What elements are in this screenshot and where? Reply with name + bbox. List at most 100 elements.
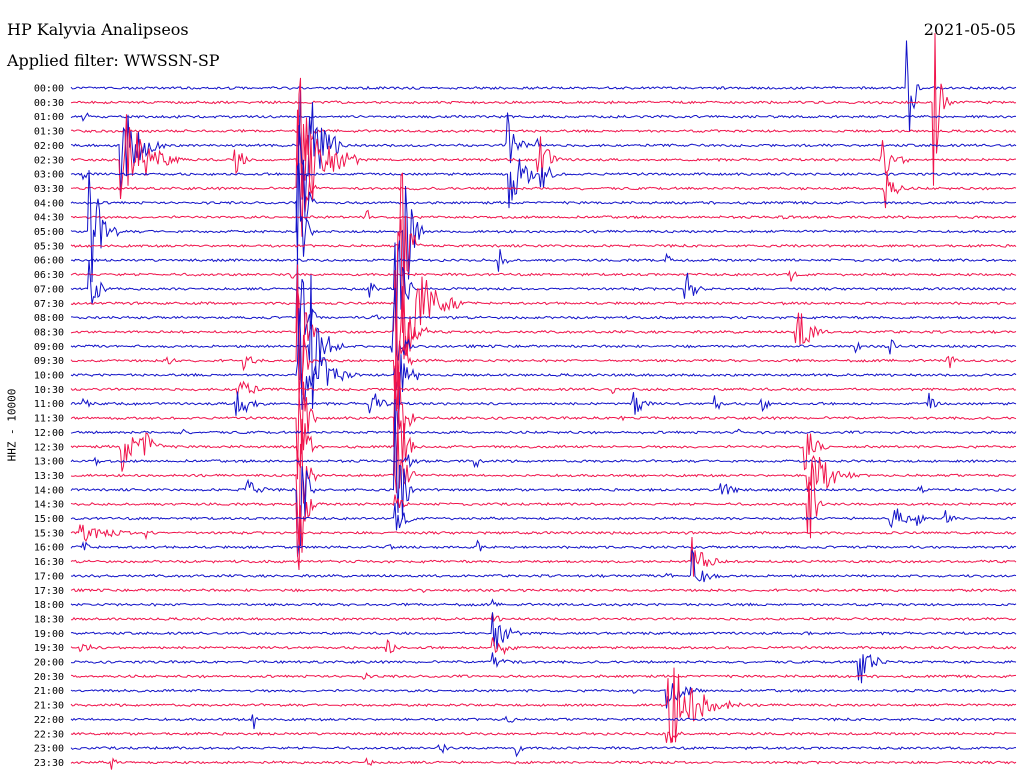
time-tick-label: 12:30 — [34, 442, 64, 453]
trace-row-05-30 — [70, 172, 1017, 305]
trace-row-08-00 — [71, 252, 1017, 381]
trace-row-23-30 — [70, 757, 1017, 770]
trace-row-10-00 — [70, 308, 1017, 431]
trace-row-13-00 — [70, 454, 1017, 469]
time-tick-label: 03:30 — [34, 184, 64, 195]
time-tick-label: 04:30 — [34, 213, 64, 224]
time-tick-label: 03:00 — [34, 170, 64, 181]
time-tick-label: 06:00 — [34, 256, 64, 267]
trace-row-00-00 — [70, 40, 1017, 133]
trace-row-21-00 — [70, 683, 1017, 709]
trace-row-21-30 — [70, 667, 1017, 743]
trace-row-23-00 — [70, 743, 1016, 758]
time-tick-label: 05:30 — [34, 241, 64, 252]
time-tick-label: 16:00 — [34, 543, 64, 554]
time-tick-label: 20:30 — [34, 672, 64, 683]
trace-row-17-00 — [70, 548, 1017, 583]
trace-row-22-00 — [70, 714, 1017, 730]
time-tick-label: 21:00 — [34, 686, 64, 697]
time-tick-label: 17:30 — [34, 586, 64, 597]
time-tick-label: 08:00 — [34, 313, 64, 324]
trace-row-00-30 — [70, 33, 1017, 186]
trace-row-15-30 — [70, 524, 1017, 542]
trace-row-09-00 — [70, 274, 1017, 409]
trace-row-20-00 — [70, 652, 1017, 684]
trace-row-12-00 — [70, 428, 1017, 435]
time-tick-label: 06:30 — [34, 270, 64, 281]
time-tick-label: 22:00 — [34, 715, 64, 726]
time-tick-label: 14:30 — [34, 500, 64, 511]
trace-row-13-30 — [70, 410, 1017, 549]
time-tick-label: 01:00 — [34, 112, 64, 123]
trace-row-02-00 — [70, 90, 1017, 213]
time-tick-label: 16:30 — [34, 557, 64, 568]
trace-row-12-30 — [70, 365, 1017, 472]
trace-row-05-00 — [70, 162, 1017, 297]
time-tick-label: 23:00 — [34, 744, 64, 755]
trace-row-09-30 — [70, 287, 1017, 410]
trace-row-19-30 — [70, 637, 1017, 656]
trace-row-19-00 — [70, 612, 1017, 650]
time-tick-label: 07:30 — [34, 299, 64, 310]
filter-label: Applied filter: WWSSN-SP — [7, 51, 220, 70]
time-tick-label: 23:30 — [34, 758, 64, 769]
seismic-traces — [70, 33, 1017, 770]
time-tick-label: 00:30 — [34, 98, 64, 109]
time-tick-label: 10:30 — [34, 385, 64, 396]
trace-row-01-30 — [70, 117, 1017, 199]
trace-row-06-30 — [70, 269, 1017, 282]
time-tick-label: 10:00 — [34, 371, 64, 382]
trace-row-14-30 — [70, 461, 1017, 571]
time-tick-label: 09:30 — [34, 356, 64, 367]
trace-row-03-00 — [70, 158, 1017, 209]
time-tick-label: 13:00 — [34, 457, 64, 468]
time-tick-label: 11:00 — [34, 399, 64, 410]
time-tick-label: 18:00 — [34, 600, 64, 611]
time-tick-label: 12:00 — [34, 428, 64, 439]
time-tick-label: 19:30 — [34, 643, 64, 654]
trace-row-14-00 — [70, 399, 1017, 557]
time-tick-label: 22:30 — [34, 729, 64, 740]
time-tick-label: 01:30 — [34, 127, 64, 138]
trace-row-07-30 — [70, 219, 1017, 357]
trace-row-06-00 — [70, 249, 1017, 272]
trace-row-15-00 — [70, 502, 1016, 531]
trace-row-08-30 — [70, 264, 1017, 400]
date-label: 2021-05-05 — [923, 20, 1016, 39]
time-tick-label: 08:30 — [34, 327, 64, 338]
time-tick-label: 18:30 — [34, 614, 64, 625]
time-tick-label: 07:00 — [34, 284, 64, 295]
trace-row-11-30 — [70, 372, 1017, 494]
station-title: HP Kalyvia Analipseos — [7, 20, 189, 39]
time-tick-label: 13:30 — [34, 471, 64, 482]
time-tick-label: 20:00 — [34, 658, 64, 669]
trace-row-20-30 — [70, 672, 1017, 680]
trace-row-16-30 — [70, 536, 1017, 577]
time-tick-labels: 00:00 00:30 01:00 01:30 02:00 02:30 03:00 03:30… — [34, 84, 64, 769]
trace-row-03-30 — [71, 109, 1017, 237]
trace-row-22-30 — [70, 731, 1017, 744]
time-tick-label: 19:00 — [34, 629, 64, 640]
trace-row-18-00 — [70, 598, 1017, 607]
time-tick-label: 02:00 — [34, 141, 64, 152]
time-tick-label: 09:00 — [34, 342, 64, 353]
trace-row-16-00 — [70, 539, 1017, 552]
trace-row-18-30 — [71, 612, 1017, 623]
time-tick-label: 05:00 — [34, 227, 64, 238]
trace-row-01-00 — [70, 112, 1017, 122]
time-tick-label: 04:00 — [34, 198, 64, 209]
trace-row-04-30 — [70, 209, 1017, 220]
time-tick-label: 00:00 — [34, 84, 64, 95]
trace-row-17-30 — [70, 588, 1017, 593]
trace-row-10-30 — [70, 380, 1017, 396]
time-tick-label: 15:30 — [34, 528, 64, 539]
time-tick-label: 17:00 — [34, 571, 64, 582]
time-tick-label: 11:30 — [34, 414, 64, 425]
trace-row-07-00 — [70, 240, 1017, 333]
trace-row-02-30 — [70, 77, 1016, 202]
time-tick-label: 15:00 — [34, 514, 64, 525]
trace-row-04-00 — [70, 125, 1017, 259]
trace-row-11-00 — [70, 391, 1017, 416]
time-tick-label: 14:00 — [34, 485, 64, 496]
